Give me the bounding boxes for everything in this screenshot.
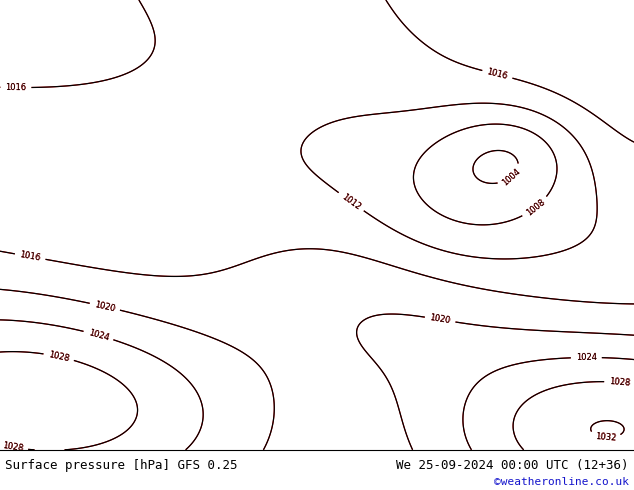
Text: 1024: 1024: [87, 328, 110, 343]
Text: 1012: 1012: [340, 192, 362, 212]
Text: 1008: 1008: [524, 197, 547, 218]
Text: 1020: 1020: [429, 314, 451, 326]
Text: 1004: 1004: [501, 167, 522, 187]
Text: 1016: 1016: [486, 68, 508, 81]
Text: 1028: 1028: [609, 377, 631, 388]
Text: ©weatheronline.co.uk: ©weatheronline.co.uk: [494, 477, 629, 487]
Text: 1008: 1008: [524, 197, 547, 218]
Text: 1028: 1028: [48, 350, 70, 363]
Text: 1028: 1028: [609, 377, 631, 388]
Text: 1016: 1016: [486, 68, 508, 81]
Text: 1032: 1032: [595, 432, 616, 443]
Text: 1028: 1028: [48, 350, 70, 363]
Text: 1032: 1032: [595, 432, 616, 443]
Text: 1016: 1016: [5, 83, 27, 92]
Text: 1028: 1028: [2, 441, 24, 454]
Text: Surface pressure [hPa] GFS 0.25: Surface pressure [hPa] GFS 0.25: [5, 459, 238, 472]
Text: 1024: 1024: [576, 353, 597, 362]
Text: 1024: 1024: [576, 353, 597, 362]
Text: 1004: 1004: [501, 167, 522, 187]
Text: 1016: 1016: [5, 83, 27, 92]
Text: 1016: 1016: [19, 250, 41, 263]
Text: 1016: 1016: [19, 250, 41, 263]
Text: 1028: 1028: [2, 441, 24, 454]
Text: We 25-09-2024 00:00 UTC (12+36): We 25-09-2024 00:00 UTC (12+36): [396, 459, 629, 472]
Text: 1020: 1020: [94, 300, 116, 313]
Text: 1020: 1020: [429, 314, 451, 326]
Text: 1020: 1020: [94, 300, 116, 313]
Text: 1024: 1024: [87, 328, 110, 343]
Text: 1012: 1012: [340, 192, 362, 212]
